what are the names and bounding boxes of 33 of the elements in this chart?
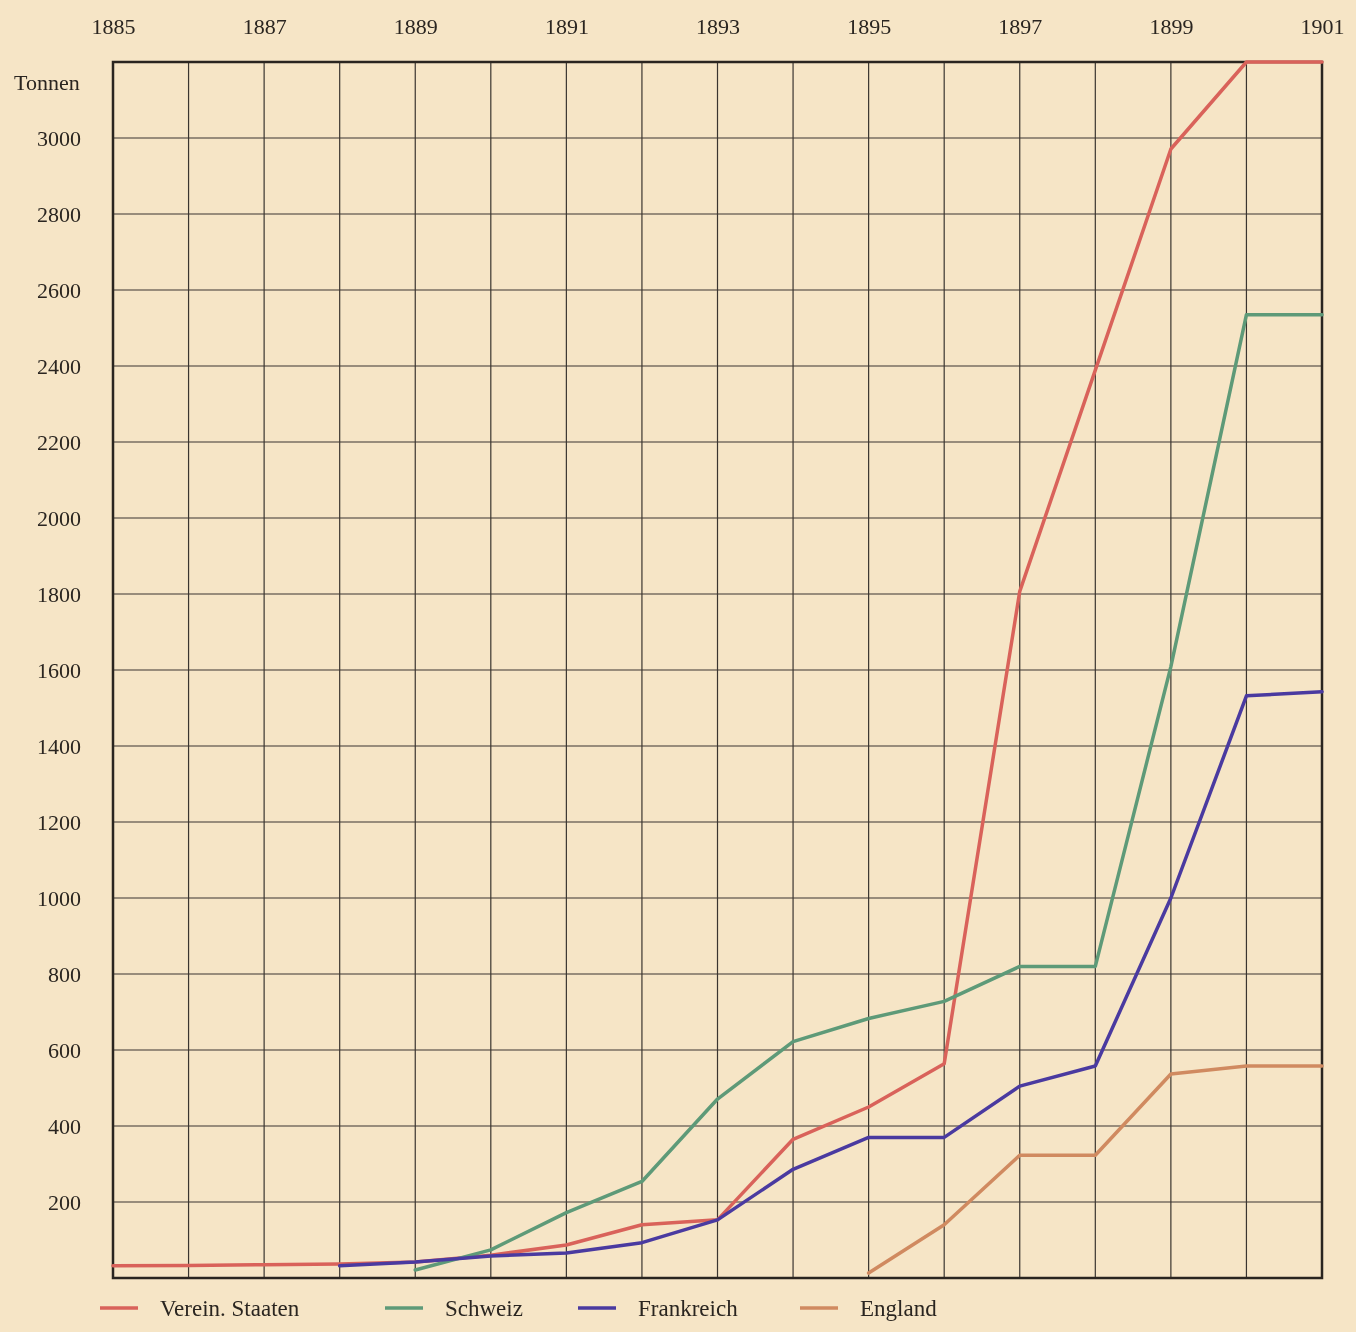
legend-label: Schweiz xyxy=(445,1296,523,1321)
y-tick-label: 2800 xyxy=(37,201,81,227)
x-tick-label: 1887 xyxy=(242,14,287,39)
y-tick-label: 400 xyxy=(48,1113,81,1139)
y-tick-label: 1400 xyxy=(37,733,81,759)
y-tick-label: 800 xyxy=(48,961,81,987)
y-tick-label: 1000 xyxy=(37,885,81,911)
y-tick-label: 600 xyxy=(48,1037,81,1063)
y-axis-title: Tonnen xyxy=(14,70,80,95)
y-tick-label: 1800 xyxy=(37,581,81,607)
y-tick-label: 2000 xyxy=(37,505,81,531)
y-tick-label: 2600 xyxy=(37,277,81,303)
x-tick-label: 1899 xyxy=(1149,14,1194,39)
line-series xyxy=(413,312,1324,1272)
y-tick-label: 200 xyxy=(48,1189,81,1215)
line-series xyxy=(866,1064,1324,1275)
x-tick-label: 1889 xyxy=(393,14,438,39)
line-series xyxy=(111,60,1324,1268)
y-tick-label: 2200 xyxy=(37,429,81,455)
x-tick-label: 1897 xyxy=(998,14,1043,39)
x-tick-label: 1895 xyxy=(847,14,892,39)
line-series xyxy=(337,689,1324,1268)
x-tick-label: 1901 xyxy=(1300,14,1345,39)
x-tick-label: 1885 xyxy=(91,14,136,39)
legend-label: Verein. Staaten xyxy=(160,1296,300,1321)
y-tick-label: 2400 xyxy=(37,353,81,379)
y-tick-label: 1200 xyxy=(37,809,81,835)
y-tick-label: 1600 xyxy=(37,657,81,683)
y-tick-label: 3000 xyxy=(37,125,81,151)
x-tick-label: 1891 xyxy=(544,14,589,39)
legend-label: England xyxy=(860,1296,938,1321)
x-tick-label: 1893 xyxy=(696,14,740,39)
legend-label: Frankreich xyxy=(638,1296,739,1321)
